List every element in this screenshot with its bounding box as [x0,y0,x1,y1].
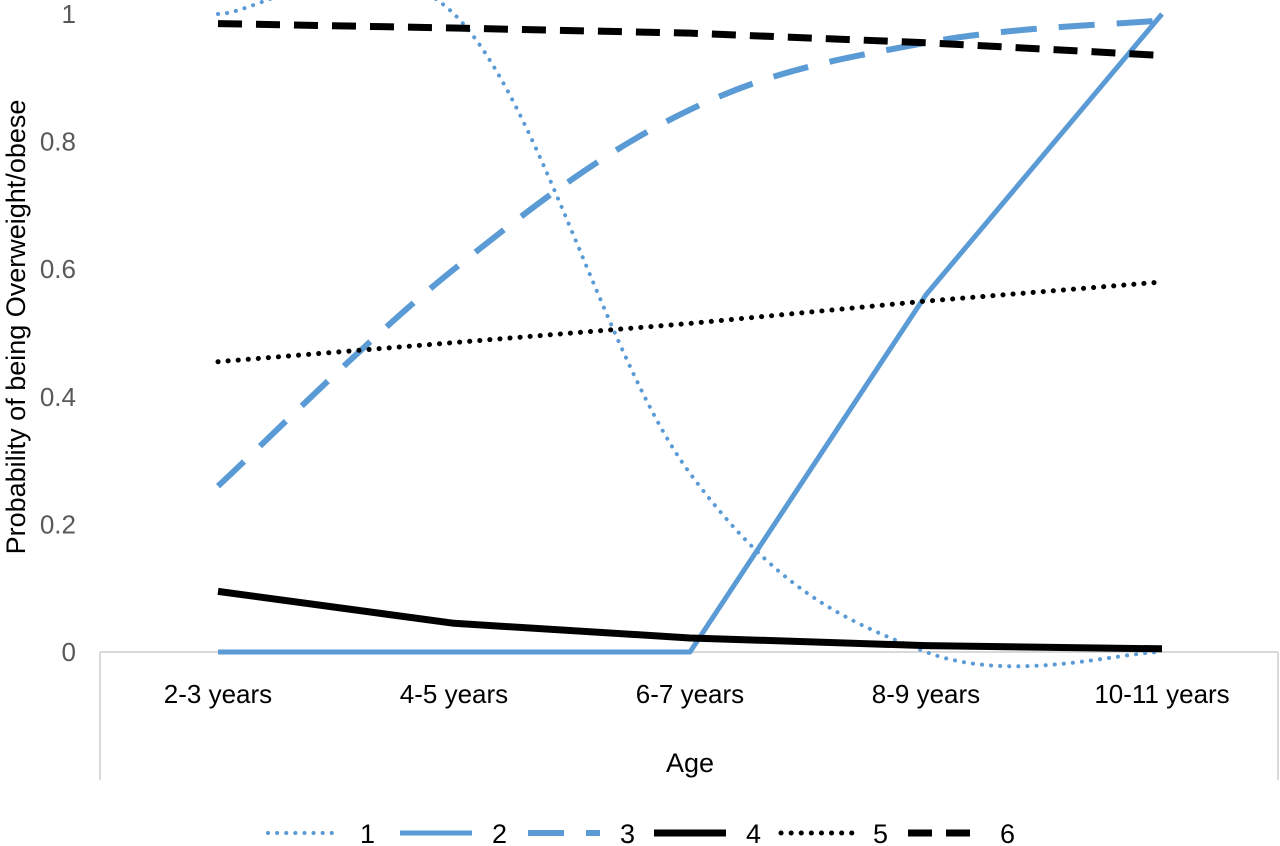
series-line-4 [217,587,1163,653]
legend-label-1: 1 [360,819,375,846]
series-line-5 [215,279,1165,365]
x-axis-categories: 2-3 years 4-5 years 6-7 years 8-9 years 10-1… [164,679,1230,709]
y-axis-ticks: 0 0.2 0.4 0.6 0.8 1 [40,0,76,667]
y-tick-label: 0.4 [40,382,76,412]
legend-label-3: 3 [620,819,635,846]
legend: 1 2 3 4 5 6 [266,819,1015,846]
x-axis-title: Age [666,748,714,778]
series-line-6 [217,20,1163,59]
legend-label-2: 2 [492,819,507,846]
legend-label-5: 5 [873,819,888,846]
x-tick-label: 10-11 years [1094,679,1229,709]
x-tick-label: 4-5 years [400,679,508,709]
y-axis-title: Probability of being Overweight/obese [1,100,31,555]
series-line-2 [218,12,1164,655]
y-tick-label: 0.6 [40,254,76,284]
y-tick-label: 0 [62,637,76,667]
x-tick-label: 6-7 years [636,679,744,709]
series-line-1 [216,0,1164,669]
y-tick-label: 0.8 [40,127,76,157]
y-tick-label: 0.2 [40,509,76,539]
x-tick-label: 8-9 years [872,679,980,709]
x-tick-label: 2-3 years [164,679,272,709]
y-tick-label: 1 [62,0,76,29]
series-lines [215,0,1165,669]
legend-label-6: 6 [1000,819,1015,846]
legend-label-4: 4 [746,819,761,846]
series-line-3 [215,17,1163,489]
